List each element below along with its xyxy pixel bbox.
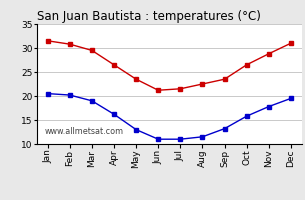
Text: San Juan Bautista : temperatures (°C): San Juan Bautista : temperatures (°C): [37, 10, 260, 23]
Text: www.allmetsat.com: www.allmetsat.com: [45, 127, 124, 136]
